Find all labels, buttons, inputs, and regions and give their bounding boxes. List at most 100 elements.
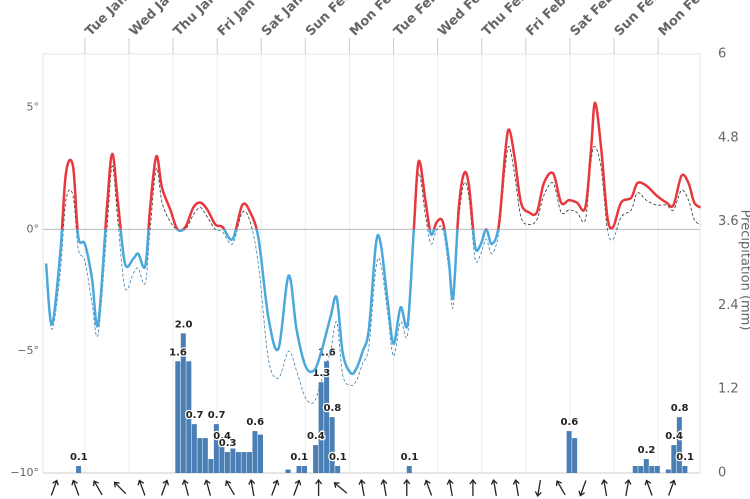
- wind-arrow: [578, 480, 587, 497]
- wind-arrow-head: [294, 479, 302, 486]
- wind-arrow-shaft: [205, 480, 212, 496]
- wind-arrow: [644, 479, 653, 496]
- y-tick-label: −10°: [10, 466, 39, 479]
- wind-arrow: [113, 481, 127, 495]
- wind-arrow-head: [71, 479, 78, 486]
- precip-label: 0.4: [665, 431, 683, 442]
- precip-bar: [318, 382, 324, 473]
- precip-bar: [252, 431, 258, 473]
- wind-arrow: [225, 480, 235, 496]
- x-tick-label: Tue Feb: [391, 0, 442, 39]
- y-tick-label: −5°: [17, 344, 39, 357]
- x-tick-label: Sat Feb: [568, 0, 618, 39]
- precip-bar: [566, 431, 572, 473]
- precip-label: 0.8: [324, 403, 342, 414]
- wind-arrow-head: [669, 479, 677, 486]
- wind-arrow-head: [512, 479, 520, 485]
- wind-arrow-shaft: [160, 480, 168, 496]
- precip-bar: [219, 445, 225, 473]
- precip-bar: [313, 445, 319, 473]
- precip-label: 1.3: [312, 368, 330, 379]
- wind-arrow: [624, 479, 632, 496]
- wind-arrow: [490, 479, 498, 496]
- wind-arrow: [446, 479, 454, 496]
- precip-bar: [224, 452, 230, 473]
- precip-bar: [638, 466, 644, 473]
- wind-arrow: [380, 479, 388, 496]
- wind-arrow-shaft: [138, 480, 146, 496]
- precip-bar: [302, 466, 308, 473]
- wind-arrow-shaft: [72, 480, 80, 496]
- x-tick-label: Sun Feb: [303, 0, 355, 39]
- y2-tick-label: 6: [718, 47, 726, 62]
- wind-arrow-head: [555, 480, 562, 487]
- wind-arrow-shaft: [382, 480, 387, 496]
- wind-arrow-shaft: [514, 480, 520, 496]
- precip-bar: [197, 438, 203, 473]
- precip-bar: [335, 466, 341, 473]
- wind-arrow-head: [315, 478, 323, 485]
- y2-tick-label: 2.4: [718, 298, 739, 313]
- wind-arrow-head: [358, 479, 366, 485]
- wind-arrow-head: [578, 490, 585, 497]
- wind-arrow: [160, 479, 170, 496]
- wind-arrow-head: [600, 479, 608, 485]
- precip-label: 1.6: [169, 347, 187, 358]
- precip-bar: [643, 459, 649, 473]
- wind-arrow-shaft: [579, 480, 587, 496]
- x-tick-label: Wed Feb: [435, 0, 490, 39]
- wind-arrow: [92, 480, 103, 496]
- y-tick-label: 5°: [27, 101, 40, 114]
- temperature-line: [60, 101, 702, 230]
- precip-bar: [654, 466, 660, 473]
- precip-bar: [208, 459, 214, 473]
- wind-arrow: [358, 479, 366, 496]
- wind-arrow-shaft: [183, 480, 190, 496]
- wind-arrow-shaft: [334, 482, 348, 494]
- wind-arrow-shaft: [448, 480, 453, 496]
- feels-like-line: [45, 229, 618, 404]
- wind-arrow: [534, 480, 542, 497]
- precip-bar: [671, 445, 677, 473]
- wind-arrow-shaft: [50, 480, 58, 496]
- precip-bar: [76, 466, 82, 473]
- precip-bar: [676, 417, 682, 473]
- precip-bar: [406, 466, 412, 473]
- wind-arrow-shaft: [492, 480, 497, 496]
- wind-arrow: [248, 479, 256, 496]
- x-tick-label: Mon Feb: [347, 0, 402, 39]
- wind-arrow: [271, 479, 280, 496]
- wind-arrow-shaft: [556, 480, 566, 496]
- x-tick-label: Wed Jan: [127, 0, 180, 39]
- wind-arrow-head: [92, 480, 99, 487]
- precip-bar: [180, 333, 186, 473]
- x-tick-label: Thu Jan: [171, 0, 220, 39]
- y2-axis-title: Precipitation (mm): [738, 210, 750, 331]
- wind-arrow-shaft: [360, 480, 365, 496]
- y-tick-label: 0°: [27, 222, 40, 235]
- wind-arrow-shaft: [603, 480, 608, 496]
- wind-arrow: [137, 479, 146, 496]
- wind-arrow-head: [225, 480, 232, 487]
- wind-arrow-head: [181, 479, 189, 486]
- precip-bar: [246, 452, 252, 473]
- wind-arrow-shaft: [645, 480, 653, 496]
- wind-arrow: [333, 482, 348, 494]
- precip-bar: [191, 424, 197, 473]
- x-tick-label: Sun Feb: [612, 0, 664, 39]
- wind-arrow: [403, 478, 411, 496]
- wind-arrow-head: [248, 479, 256, 485]
- wind-arrow-shaft: [537, 480, 542, 496]
- wind-arrow-head: [624, 479, 632, 485]
- x-tick-label: Mon Feb: [656, 0, 711, 39]
- wind-arrow-head: [644, 479, 652, 486]
- precip-bar: [682, 466, 688, 473]
- y2-tick-label: 4.8: [718, 130, 739, 145]
- wind-arrow-head: [446, 479, 454, 485]
- wind-arrow-head: [333, 482, 340, 488]
- wind-arrow-shaft: [293, 480, 300, 496]
- precip-label: 0.6: [561, 417, 579, 428]
- wind-arrow: [469, 478, 477, 496]
- precip-bar: [324, 361, 330, 473]
